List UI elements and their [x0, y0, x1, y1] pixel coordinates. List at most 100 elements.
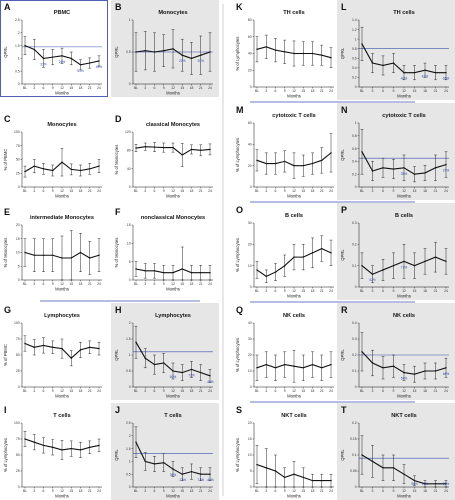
data-point	[371, 170, 374, 172]
y-tick-label: 30	[248, 337, 252, 341]
x-tick-label: 18	[311, 489, 315, 493]
y-axis-label: QPRL	[340, 449, 345, 461]
x-tick-label: 21	[434, 289, 438, 293]
x-tick-label: 24	[444, 489, 448, 493]
y-tick-label: 0.2	[352, 172, 357, 176]
data-point	[70, 447, 72, 450]
panel-letter: N	[341, 105, 348, 115]
data-point	[392, 264, 395, 267]
x-tick-label: 12	[292, 489, 296, 493]
data-point	[392, 168, 395, 170]
x-tick-label: 21	[434, 89, 438, 93]
chart-panel-q: Q NK cells 0 10 20 30 40 BL 3 6 9 12 15 18 21 24 Months%…	[235, 305, 334, 399]
y-axis-label: QPRL	[340, 149, 345, 161]
chart-panel-b: B Monocytes 0 0.5 1 BL 3 6 9 12 15 18 21 24 Months QPRL…	[111, 0, 219, 97]
x-tick-label: 21	[434, 489, 438, 493]
x-tick-label: 24	[208, 282, 212, 286]
data-point	[181, 371, 183, 374]
percent-annotation: 37%	[443, 169, 450, 173]
percent-annotation: 36%	[170, 473, 177, 477]
data-point	[293, 52, 295, 55]
y-tick-label: 0	[250, 285, 252, 289]
x-tick-label: 18	[79, 489, 83, 493]
data-point	[403, 167, 405, 169]
x-tick-label: 3	[372, 189, 374, 193]
data-point	[153, 463, 156, 465]
y-tick-label: 5	[250, 469, 252, 473]
data-point	[209, 271, 211, 274]
data-point	[135, 147, 137, 149]
data-point	[33, 346, 35, 349]
y-tick-label: 0.3	[352, 221, 357, 225]
data-point	[434, 71, 437, 74]
panel-title: PBMC	[54, 10, 70, 16]
x-tick-label: BL	[134, 189, 138, 193]
y-tick-label: 0.5	[126, 472, 131, 476]
y-axis-label: QPRL	[114, 449, 119, 461]
chart-panel-h: H Lymphocytes 0 0.5 1 1.5 2 BL 3 6 9 12 15 18 21 24 Mont…	[111, 303, 219, 400]
y-tick-label: 1.5	[15, 44, 20, 48]
y-tick-label: 60	[248, 121, 252, 125]
y-tick-label: 0.05	[350, 469, 357, 473]
data-point	[61, 347, 63, 350]
data-point	[445, 483, 447, 485]
x-tick-label: 21	[199, 282, 203, 286]
x-tick-label: 18	[423, 489, 427, 493]
chart-panel-g: G Lymphocytes 0 25 50 75 100 BL 3 6 9 12 15 18 21 24 Mon…	[3, 305, 102, 399]
data-point	[89, 446, 91, 449]
y-axis-label: % of Lymphocytes	[235, 36, 240, 70]
x-tick-label: 15	[413, 289, 417, 293]
data-point	[361, 351, 363, 353]
data-point	[330, 479, 332, 482]
panel-background	[337, 0, 455, 100]
y-tick-label: 0.4	[352, 66, 357, 70]
data-point	[61, 449, 63, 451]
y-tick-label: 0.3	[352, 337, 357, 341]
y-tick-label: 0.4	[352, 160, 357, 164]
x-tick-label: 6	[382, 389, 384, 393]
data-point	[284, 363, 286, 366]
x-tick-label: 24	[444, 189, 448, 193]
x-axis-label: Months	[397, 294, 411, 299]
panel-title: T cells	[53, 413, 70, 419]
y-tick-label: 5	[18, 264, 20, 268]
data-point	[392, 467, 395, 469]
chart-panel-r: R NK cells 0 0.1 0.2 0.3 0.4 BL 3 6 9 12 15 18 21 24 Mon…	[337, 303, 455, 400]
x-tick-label: BL	[360, 89, 364, 93]
x-tick-label: 6	[154, 86, 156, 90]
x-tick-label: 9	[163, 389, 165, 393]
x-tick-label: 24	[329, 289, 333, 293]
x-tick-label: BL	[360, 489, 364, 493]
x-tick-label: 21	[199, 86, 203, 90]
percent-annotation: 31%	[40, 62, 47, 66]
y-axis-label: QPRL	[114, 349, 119, 361]
data-point	[209, 51, 211, 53]
x-axis-label: Months	[55, 91, 69, 96]
y-tick-label: 40	[248, 321, 252, 325]
y-tick-label: 0	[355, 85, 357, 89]
data-point	[265, 467, 267, 469]
x-tick-label: BL	[23, 389, 27, 393]
y-tick-label: 0	[355, 285, 357, 289]
panel-title: cytotoxic T cells	[382, 113, 426, 119]
x-tick-label: 9	[163, 282, 165, 286]
x-tick-label: 12	[171, 389, 175, 393]
y-tick-label: 120	[125, 130, 131, 134]
y-axis-label: % of PBMC	[3, 344, 8, 366]
data-point	[24, 251, 26, 254]
data-point	[33, 441, 35, 443]
data-point	[144, 460, 146, 463]
data-point	[52, 446, 54, 449]
y-axis-label: % of Lymphocytes	[235, 438, 240, 472]
y-tick-label: 1.5	[126, 337, 131, 341]
data-point	[382, 167, 384, 169]
data-point	[52, 254, 54, 256]
data-point	[330, 152, 332, 154]
panel-letter: P	[341, 205, 347, 215]
y-axis-label: QPRL	[340, 349, 345, 361]
y-axis-label: % of Monocytes	[3, 238, 8, 268]
x-tick-label: BL	[255, 389, 259, 393]
x-tick-label: 9	[393, 489, 395, 493]
